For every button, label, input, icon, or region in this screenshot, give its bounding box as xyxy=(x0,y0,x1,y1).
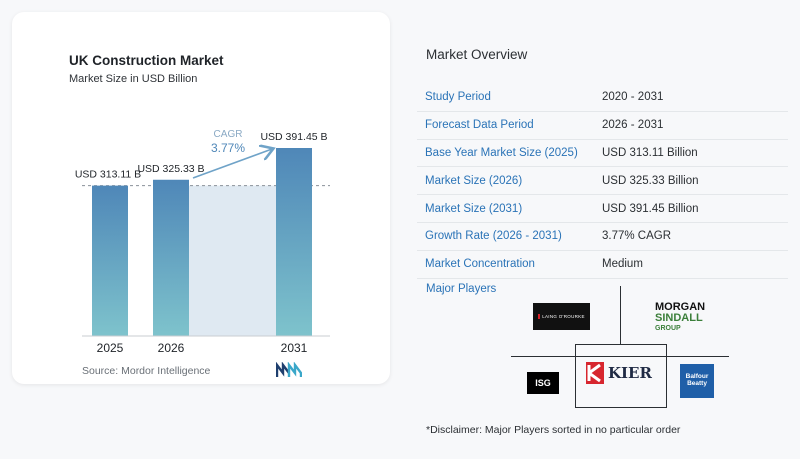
morgan-sindall-logo: MORGAN SINDALL GROUP xyxy=(655,301,706,333)
overview-row: Growth Rate (2026 - 2031) 3.77% CAGR xyxy=(417,223,788,251)
value-label: USD 313.11 B xyxy=(75,169,141,181)
overview-value: USD 391.45 Billion xyxy=(602,202,699,215)
overview-value: 2020 - 2031 xyxy=(602,91,664,104)
value-label: USD 391.45 B xyxy=(260,131,327,143)
overview-value: USD 325.33 Billion xyxy=(602,174,699,187)
chart-title: UK Construction Market xyxy=(69,53,224,68)
category-label: 2031 xyxy=(281,341,308,355)
kier-mark-icon xyxy=(586,362,604,384)
grid-divider xyxy=(575,344,667,345)
laing-orourke-logo: LAING O'ROURKE xyxy=(533,303,590,330)
bar-2025 xyxy=(92,185,128,336)
grid-divider xyxy=(620,286,621,344)
disclaimer: *Disclaimer: Major Players sorted in no … xyxy=(426,424,681,436)
overview-key: Growth Rate (2026 - 2031) xyxy=(425,230,562,243)
overview-key: Market Concentration xyxy=(425,258,535,271)
category-label: 2026 xyxy=(158,341,185,355)
kier-logo: KIER xyxy=(586,360,656,386)
overview-value: 2026 - 2031 xyxy=(602,119,664,132)
source-note: Source: Mordor Intelligence xyxy=(82,365,211,377)
bar-2031 xyxy=(276,148,312,336)
overview-row: Study Period 2020 - 2031 xyxy=(417,84,788,112)
market-overview-table: Study Period 2020 - 2031 Forecast Data Per… xyxy=(417,84,788,279)
cagr-label: CAGR xyxy=(214,129,243,140)
major-players-title: Major Players xyxy=(426,283,497,295)
overview-key: Forecast Data Period xyxy=(425,119,534,132)
bar-2026 xyxy=(153,179,189,336)
cagr-arrow xyxy=(192,149,272,179)
overview-row: Market Concentration Medium xyxy=(417,251,788,279)
overview-value: USD 313.11 Billion xyxy=(602,146,698,159)
overview-value: 3.77% CAGR xyxy=(602,230,672,243)
value-label: USD 325.33 B xyxy=(137,163,204,175)
isg-logo: ISG xyxy=(527,372,559,394)
overview-row: Market Size (2031) USD 391.45 Billion xyxy=(417,195,788,223)
chart-subtitle: Market Size in USD Billion xyxy=(69,73,198,85)
grid-divider xyxy=(575,344,576,408)
market-overview-title: Market Overview xyxy=(426,47,528,62)
overview-row: Market Size (2026) USD 325.33 Billion xyxy=(417,167,788,196)
overview-row: Base Year Market Size (2025) USD 313.11 B… xyxy=(417,140,788,168)
overview-key: Base Year Market Size (2025) xyxy=(425,146,578,159)
cagr-value: 3.77% xyxy=(211,141,245,155)
grid-divider xyxy=(511,356,729,357)
grid-divider xyxy=(666,344,667,408)
mordor-intelligence-logo-icon xyxy=(276,362,302,377)
overview-row: Forecast Data Period 2026 - 2031 xyxy=(417,112,788,140)
overview-key: Market Size (2026) xyxy=(425,174,523,187)
category-label: 2025 xyxy=(97,341,124,355)
overview-value: Medium xyxy=(602,258,643,271)
balfour-beatty-logo: Balfour Beatty xyxy=(680,364,714,398)
overview-key: Study Period xyxy=(425,91,491,104)
overview-key: Market Size (2031) xyxy=(425,202,523,215)
grid-divider xyxy=(575,407,667,408)
